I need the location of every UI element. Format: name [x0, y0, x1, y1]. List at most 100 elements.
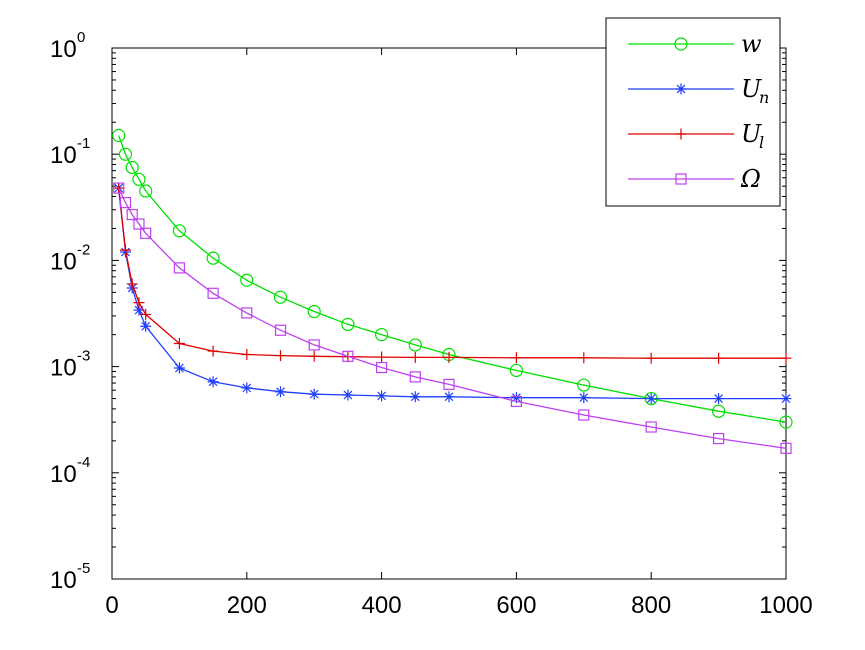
- data-point: [139, 184, 153, 198]
- data-point: [780, 352, 792, 364]
- data-point: [645, 393, 657, 405]
- y-tick-exponent: 0: [77, 29, 85, 46]
- data-point: [443, 391, 455, 403]
- data-point: [241, 348, 253, 360]
- series-group: [112, 128, 793, 454]
- data-point: [173, 338, 185, 350]
- data-point: [307, 304, 321, 319]
- data-point: [409, 351, 421, 363]
- data-point: [173, 362, 185, 374]
- data-point: [207, 287, 219, 299]
- data-point: [119, 197, 132, 209]
- y-tick-label: 10 -1: [50, 135, 90, 169]
- data-point: [713, 352, 725, 364]
- y-tick-base: 10: [50, 461, 77, 488]
- data-point: [112, 128, 126, 143]
- y-tick-exponent: -2: [77, 241, 90, 258]
- data-point: [206, 251, 220, 265]
- legend-label: w: [741, 30, 762, 58]
- data-point: [140, 308, 152, 320]
- data-point: [133, 304, 145, 316]
- y-tick-base: 10: [50, 248, 77, 275]
- y-tick-label: 10 -4: [50, 454, 90, 488]
- data-point: [779, 415, 793, 429]
- data-point: [140, 227, 152, 239]
- data-point: [443, 378, 455, 390]
- y-tick-exponent: -3: [77, 348, 90, 365]
- legend-marker: [674, 37, 688, 51]
- data-point: [780, 442, 792, 454]
- legend-item: Ω: [628, 165, 761, 193]
- data-point: [113, 182, 125, 194]
- data-point: [645, 421, 657, 433]
- y-tick-label: 10 0: [50, 29, 85, 63]
- legend-label-subscript: l: [759, 133, 764, 152]
- x-tick-label: 200: [227, 592, 267, 619]
- data-point: [173, 262, 185, 274]
- legend-marker: [675, 83, 687, 95]
- series-3: [113, 182, 792, 454]
- data-point: [133, 218, 145, 230]
- y-tick-exponent: -1: [77, 135, 90, 152]
- data-point: [578, 409, 590, 421]
- data-point: [510, 392, 522, 404]
- data-point: [126, 278, 138, 290]
- data-point: [172, 224, 186, 238]
- series-0: [112, 128, 793, 429]
- data-point: [376, 390, 388, 402]
- data-point: [207, 345, 219, 357]
- data-point: [132, 172, 146, 186]
- data-point: [308, 339, 320, 351]
- data-point: [409, 371, 421, 383]
- data-point: [510, 395, 522, 408]
- data-point: [125, 160, 139, 175]
- data-point: [308, 388, 320, 400]
- data-point: [126, 208, 138, 221]
- legend-box: [605, 17, 781, 207]
- data-point: [408, 338, 422, 352]
- x-tick-label: 800: [631, 592, 671, 619]
- data-point: [712, 432, 725, 445]
- data-point: [140, 320, 152, 332]
- legend-marker: [675, 173, 687, 185]
- y-tick-base: 10: [50, 142, 77, 169]
- legend-label: U: [741, 75, 762, 103]
- legend-label-subscript: n: [759, 88, 769, 107]
- data-point: [207, 376, 219, 388]
- data-point: [275, 350, 286, 362]
- data-point: [510, 352, 522, 364]
- data-point: [119, 244, 131, 256]
- data-point: [241, 382, 253, 394]
- legend-item: w: [628, 30, 762, 58]
- data-point: [577, 378, 591, 392]
- series-line: [118, 187, 787, 449]
- y-tick-label: 10 -3: [50, 348, 90, 382]
- data-point: [133, 297, 145, 309]
- data-point: [376, 361, 388, 374]
- data-point: [341, 317, 355, 331]
- data-point: [780, 393, 792, 405]
- y-tick-base: 10: [50, 567, 77, 594]
- data-point: [376, 351, 388, 363]
- data-point: [509, 363, 524, 378]
- data-point: [443, 351, 455, 363]
- y-tick-label: 10 -5: [50, 560, 90, 594]
- series-2: [113, 182, 792, 364]
- data-point: [342, 389, 354, 401]
- x-tick-label: 400: [362, 592, 402, 619]
- y-tick-exponent: -4: [77, 454, 90, 471]
- y-tick-base: 10: [50, 355, 77, 382]
- x-tick-label: 0: [105, 592, 118, 619]
- data-point: [645, 352, 657, 364]
- legend-label: Ω: [740, 165, 761, 193]
- data-point: [118, 147, 133, 161]
- data-point: [713, 393, 725, 405]
- data-point: [113, 182, 125, 194]
- data-point: [273, 290, 288, 304]
- data-point: [409, 391, 421, 403]
- data-point: [275, 386, 286, 398]
- data-point: [578, 352, 590, 364]
